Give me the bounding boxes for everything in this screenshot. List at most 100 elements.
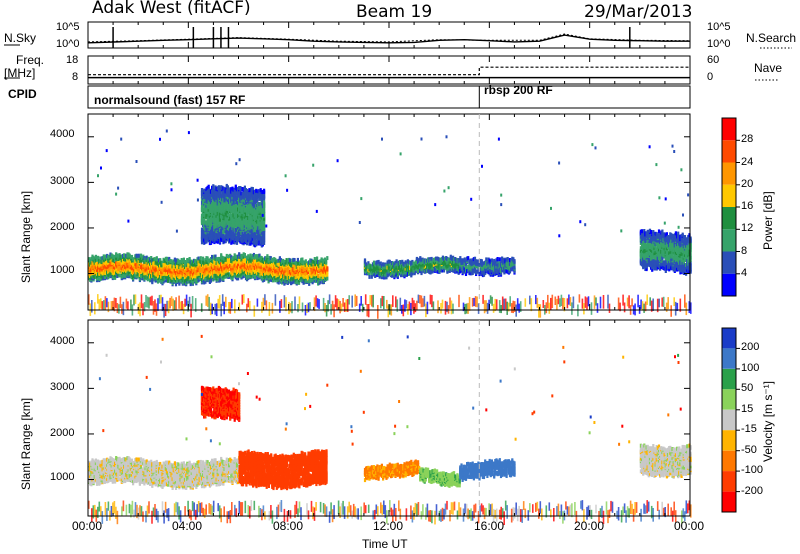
echo-cell <box>216 224 219 229</box>
echo-cell <box>187 271 190 276</box>
echo-cell <box>146 263 149 268</box>
echo-cell <box>203 205 206 210</box>
echo-cell <box>216 273 219 278</box>
echo-cell <box>226 258 229 263</box>
echo-cell <box>230 187 233 192</box>
echo-cell <box>231 209 234 214</box>
echo-cell <box>220 253 223 258</box>
echo-cell <box>250 190 253 195</box>
echo-cell <box>249 253 252 258</box>
echo-cell <box>225 232 228 237</box>
echo-cell <box>133 274 136 278</box>
echo-cell <box>388 259 391 264</box>
echo-cell <box>372 265 376 270</box>
echo-cell <box>269 277 272 282</box>
echo-cell <box>251 192 254 197</box>
echo-cell <box>234 231 237 236</box>
echo-cell <box>376 273 379 277</box>
echo-cell <box>250 263 253 268</box>
echo-cell <box>288 258 292 263</box>
echo-cell <box>320 272 323 277</box>
echo-cell <box>380 263 383 268</box>
echo-cell <box>152 271 155 276</box>
echo-cell <box>226 212 229 217</box>
echo-cell <box>199 260 202 264</box>
echo-cell <box>177 263 180 268</box>
echo-cell <box>282 267 285 272</box>
echo-cell <box>136 270 139 275</box>
echo-cell <box>246 268 249 273</box>
echo-cell <box>187 259 190 264</box>
echo-cell <box>211 204 214 209</box>
echo-cell <box>218 196 222 200</box>
echo-cell <box>246 219 249 224</box>
echo-cell <box>246 209 249 214</box>
echo-cell <box>494 268 497 273</box>
echo-cell <box>471 258 474 263</box>
echo-cell <box>133 265 136 269</box>
echo-cell <box>207 278 210 283</box>
echo-cell <box>230 229 233 234</box>
echo-cell <box>168 264 171 269</box>
echo-cell <box>191 279 194 284</box>
echo-cell <box>181 262 184 267</box>
echo-cell <box>212 236 215 241</box>
echo-cell <box>221 255 224 260</box>
echo-cell <box>215 204 218 209</box>
echo-cell <box>251 262 254 267</box>
echo-cell <box>155 271 158 276</box>
echo-cell <box>234 266 237 271</box>
echo-cell <box>247 259 250 264</box>
echo-cell <box>117 263 120 268</box>
echo-cell <box>250 258 253 263</box>
echo-cell <box>376 260 379 265</box>
echo-cell <box>223 189 226 194</box>
echo-cell <box>261 236 264 241</box>
echo-cell <box>230 264 233 269</box>
echo-cell <box>160 260 163 265</box>
echo-cell <box>144 264 147 269</box>
echo-cell <box>261 197 264 202</box>
echo-cell <box>179 273 182 278</box>
echo-cell <box>173 257 176 262</box>
echo-cell <box>176 258 179 263</box>
echo-cell <box>506 268 509 273</box>
echo-cell <box>234 184 237 189</box>
echo-cell <box>207 259 210 263</box>
echo-cell <box>475 259 478 264</box>
echo-cell <box>247 235 250 240</box>
echo-cell <box>212 258 215 263</box>
echo-cell <box>242 209 245 214</box>
echo-cell <box>128 260 131 264</box>
echo-cell <box>317 279 320 283</box>
echo-cell <box>247 254 250 259</box>
echo-cell <box>266 254 269 259</box>
echo-cell <box>439 265 442 270</box>
echo-cell <box>305 277 308 282</box>
echo-cell <box>218 266 222 271</box>
echo-cell <box>212 205 215 210</box>
echo-cell <box>407 268 411 272</box>
echo-cell <box>221 215 224 220</box>
echo-cell <box>243 253 246 257</box>
echo-cell <box>403 270 406 275</box>
echo-cell <box>120 254 123 259</box>
echo-cell <box>263 209 266 214</box>
echo-cell <box>207 196 210 201</box>
echo-cell <box>177 279 180 284</box>
echo-cell <box>230 270 233 275</box>
echo-cell <box>225 219 228 224</box>
echo-cell <box>242 204 245 209</box>
echo-cell <box>136 254 139 259</box>
echo-cell <box>207 235 210 240</box>
echo-cell <box>221 190 224 195</box>
echo-cell <box>326 270 329 275</box>
echo-cell <box>215 211 218 216</box>
echo-cell <box>207 266 210 271</box>
echo-cell <box>384 270 387 275</box>
echo-cell <box>145 267 148 272</box>
echo-cell <box>218 207 222 212</box>
echo-cell <box>247 224 250 229</box>
echo-cell <box>225 222 228 227</box>
echo-cell <box>186 272 189 277</box>
